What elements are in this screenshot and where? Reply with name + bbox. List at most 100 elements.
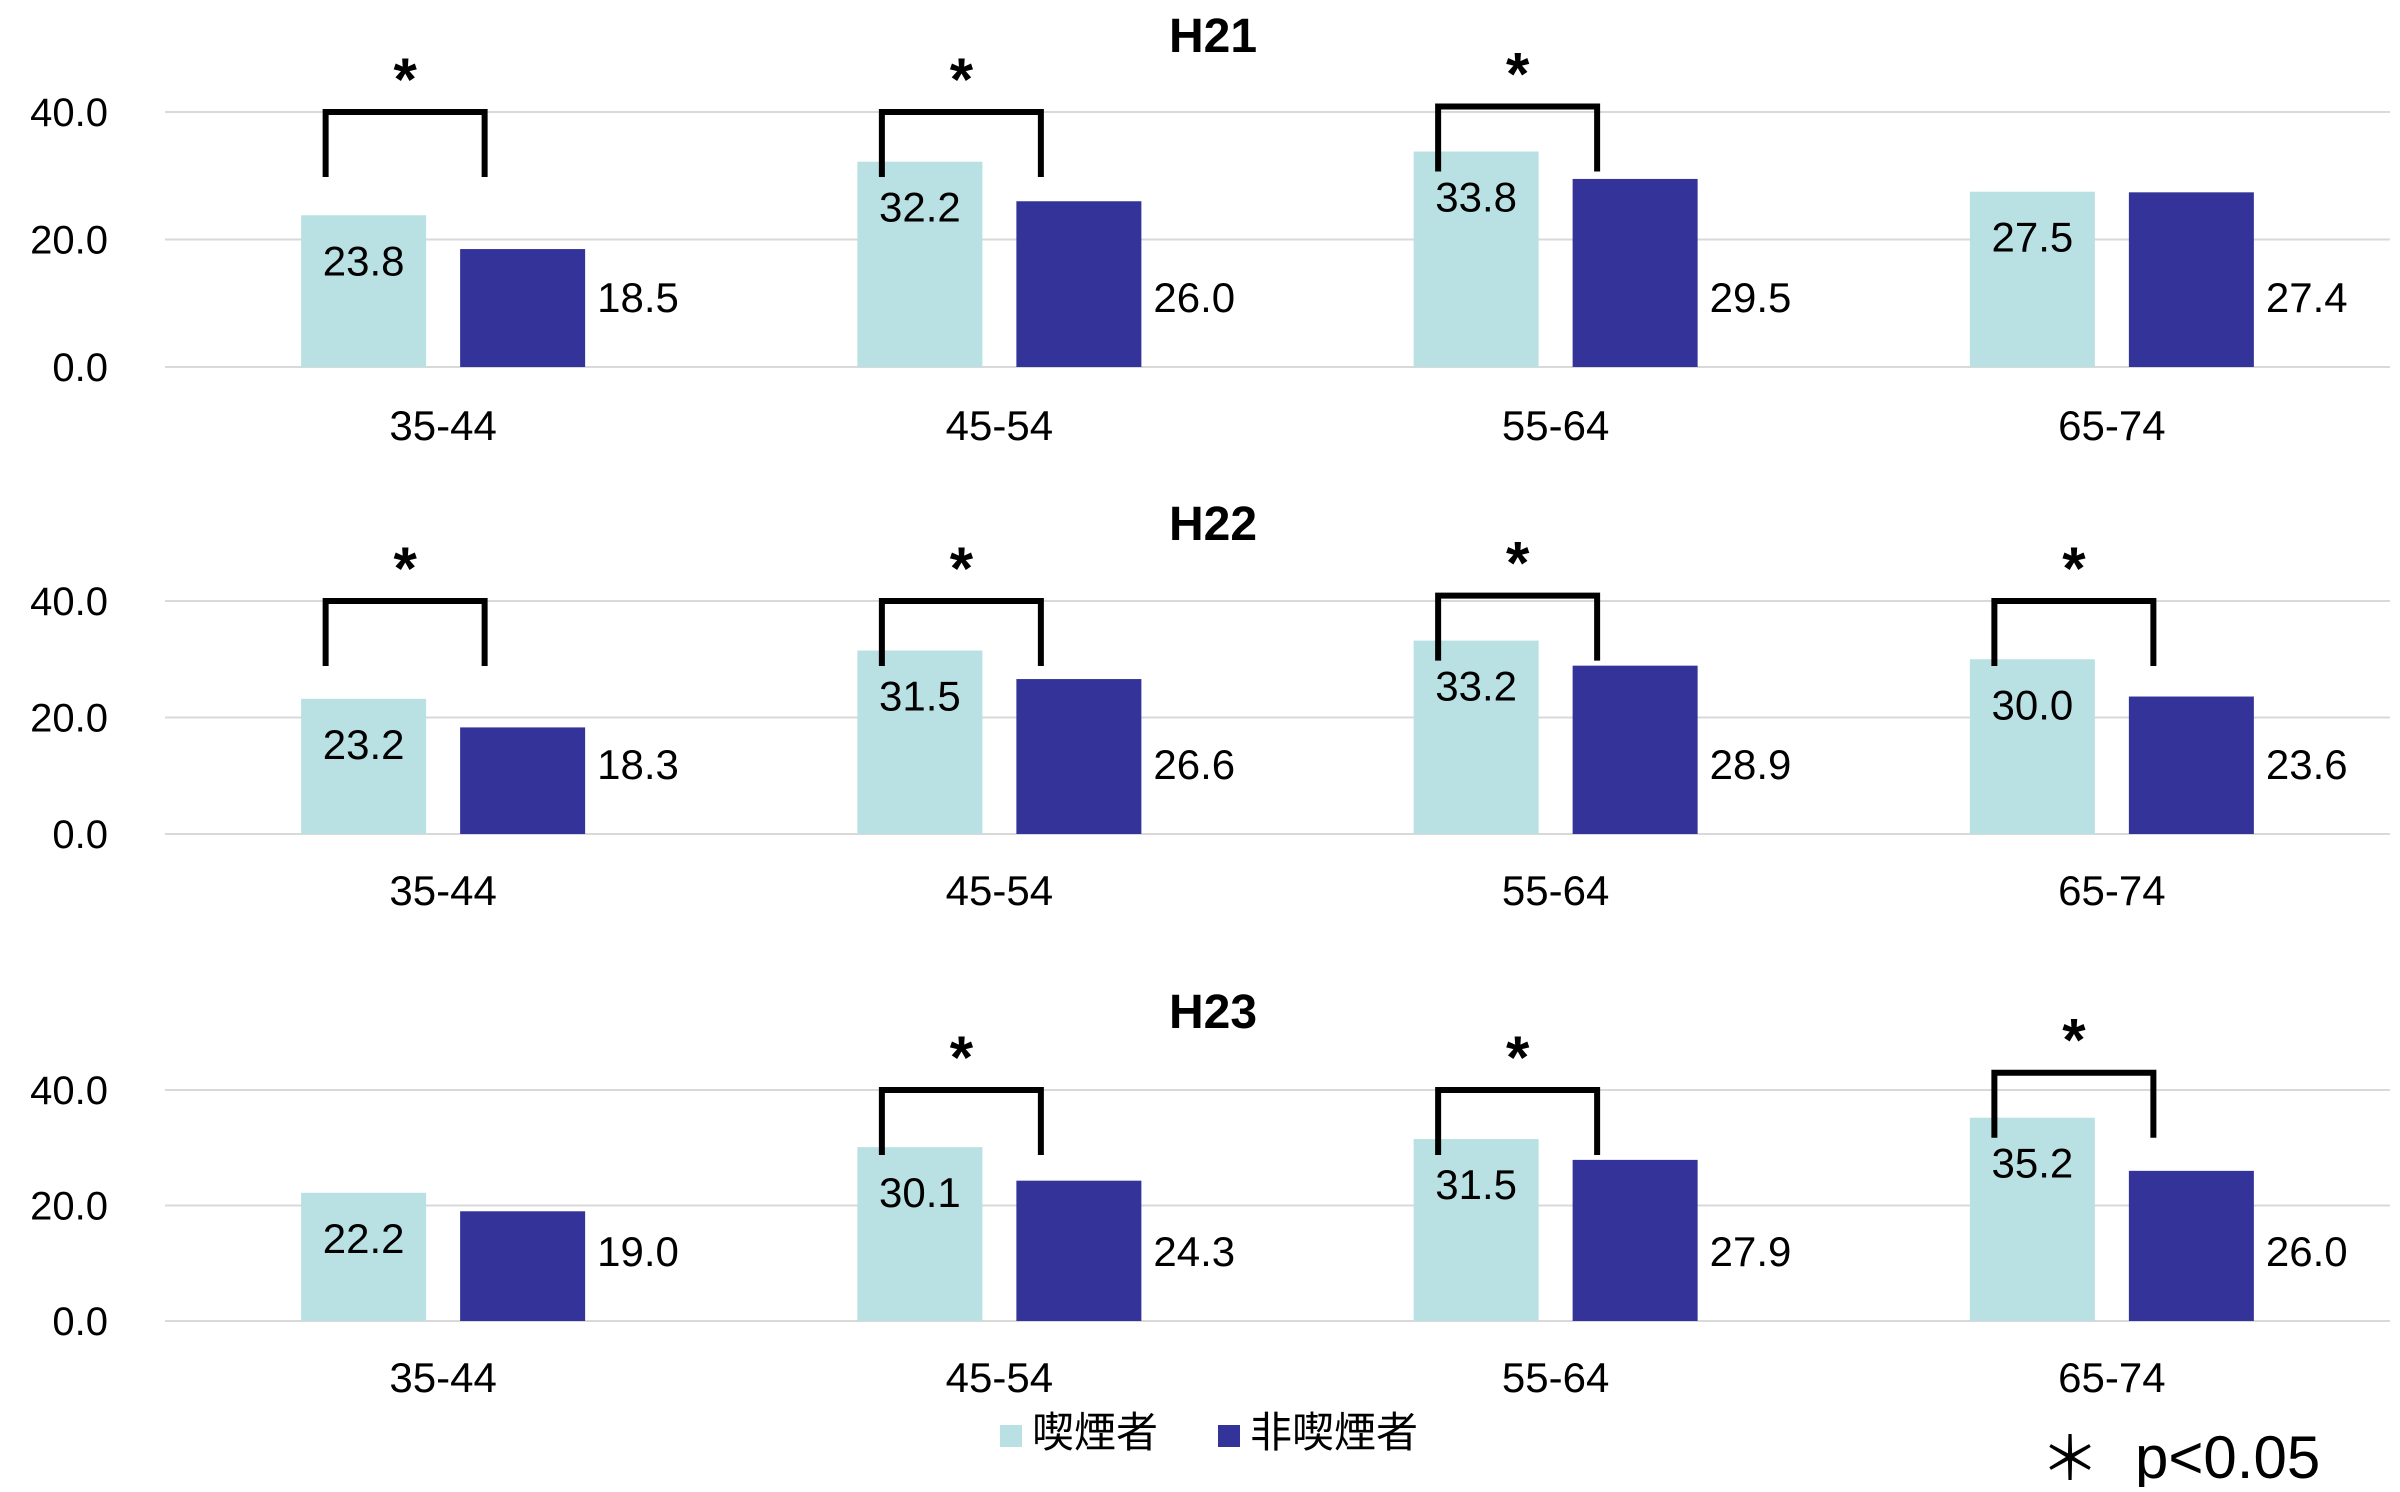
significance-bracket	[1991, 598, 2157, 666]
y-tick-label: 0.0	[52, 813, 108, 857]
significance-bracket	[1991, 1069, 2157, 1138]
panel-title: H21	[1169, 10, 1257, 63]
legend-swatch-nonsmoker	[1218, 1425, 1240, 1447]
y-tick-label: 0.0	[52, 1300, 108, 1344]
bar-nonsmoker	[1016, 679, 1142, 834]
x-tick-label: 45-54	[946, 402, 1053, 449]
bar-nonsmoker	[1572, 178, 1698, 367]
panel-title: H22	[1169, 498, 1257, 551]
x-tick-label: 35-44	[389, 867, 496, 914]
data-label-nonsmoker: 26.6	[1153, 741, 1235, 788]
data-label-nonsmoker: 27.9	[1710, 1228, 1792, 1275]
significance-bracket	[878, 598, 1044, 666]
x-tick-label: 65-74	[2058, 1354, 2165, 1401]
legend-label-nonsmoker: 非喫煙者	[1250, 1409, 1418, 1456]
data-label-nonsmoker: 18.3	[597, 741, 679, 788]
data-label-smoker: 30.1	[879, 1169, 961, 1216]
bar-smoker	[301, 215, 427, 367]
bar-nonsmoker	[2128, 1170, 2254, 1321]
bar-nonsmoker	[2128, 696, 2254, 834]
bar-nonsmoker	[1016, 201, 1142, 367]
data-label-nonsmoker: 24.3	[1153, 1228, 1235, 1275]
bar-nonsmoker	[2128, 192, 2254, 367]
bar-nonsmoker	[1016, 1180, 1142, 1321]
bar-smoker	[1413, 640, 1539, 834]
bar-smoker	[1969, 191, 2095, 367]
x-tick-label: 45-54	[946, 867, 1053, 914]
significance-bracket	[878, 109, 1044, 177]
y-tick-label: 20.0	[30, 1185, 108, 1229]
significance-bracket	[322, 109, 488, 177]
x-tick-label: 55-64	[1502, 402, 1609, 449]
x-tick-label: 35-44	[389, 402, 496, 449]
bar-nonsmoker	[460, 727, 586, 834]
data-label-smoker: 31.5	[1435, 1161, 1517, 1208]
y-tick-label: 40.0	[30, 91, 108, 135]
significance-star: *	[950, 535, 974, 602]
data-label-nonsmoker: 27.4	[2266, 274, 2348, 321]
bar-smoker	[1413, 151, 1539, 367]
bar-smoker	[1413, 1139, 1539, 1321]
data-label-smoker: 33.8	[1435, 174, 1517, 221]
significance-bracket	[1435, 592, 1601, 661]
x-tick-label: 45-54	[946, 1354, 1053, 1401]
bar-smoker	[1969, 1117, 2095, 1321]
significance-star: *	[393, 535, 417, 602]
panel-title: H23	[1169, 986, 1257, 1039]
data-label-nonsmoker: 23.6	[2266, 741, 2348, 788]
bar-smoker	[1969, 659, 2095, 834]
x-tick-label: 55-64	[1502, 1354, 1609, 1401]
significance-star: *	[950, 1024, 974, 1091]
bar-nonsmoker	[1572, 665, 1698, 834]
data-label-smoker: 23.8	[323, 237, 405, 284]
significance-star: *	[1506, 1024, 1530, 1091]
significance-star: *	[1506, 530, 1530, 597]
data-label-smoker: 27.5	[1992, 214, 2074, 261]
data-label-smoker: 35.2	[1992, 1140, 2074, 1187]
significance-bracket	[1435, 1087, 1601, 1155]
y-tick-label: 20.0	[30, 697, 108, 741]
data-label-nonsmoker: 26.0	[2266, 1228, 2348, 1275]
bar-smoker	[301, 1192, 427, 1321]
bar-smoker	[301, 698, 427, 834]
significance-star: *	[950, 46, 974, 113]
x-tick-label: 65-74	[2058, 402, 2165, 449]
data-label-nonsmoker: 18.5	[597, 274, 679, 321]
y-tick-label: 40.0	[30, 1069, 108, 1113]
data-label-smoker: 31.5	[879, 673, 961, 720]
significance-star: *	[1506, 41, 1530, 108]
significance-star: *	[2062, 1007, 2086, 1074]
significance-bracket	[1435, 103, 1601, 172]
x-tick-label: 35-44	[389, 1354, 496, 1401]
legend-label-smoker: 喫煙者	[1032, 1409, 1158, 1456]
y-tick-label: 0.0	[52, 346, 108, 390]
x-tick-label: 55-64	[1502, 867, 1609, 914]
footnote-star: ＊	[2040, 1426, 2100, 1487]
y-tick-label: 40.0	[30, 580, 108, 624]
data-label-nonsmoker: 26.0	[1153, 274, 1235, 321]
significance-star: *	[2062, 535, 2086, 602]
bar-smoker	[857, 161, 983, 367]
data-label-nonsmoker: 28.9	[1710, 741, 1792, 788]
data-label-nonsmoker: 29.5	[1710, 274, 1792, 321]
y-tick-label: 20.0	[30, 219, 108, 263]
bar-smoker	[857, 1147, 983, 1321]
bar-nonsmoker	[1572, 1159, 1698, 1321]
significance-bracket	[878, 1087, 1044, 1155]
bar-nonsmoker	[460, 1211, 586, 1321]
bar-nonsmoker	[460, 249, 586, 367]
x-tick-label: 65-74	[2058, 867, 2165, 914]
significance-star: *	[393, 46, 417, 113]
data-label-smoker: 32.2	[879, 184, 961, 231]
data-label-smoker: 33.2	[1435, 663, 1517, 710]
data-label-smoker: 30.0	[1992, 681, 2074, 728]
significance-bracket	[322, 598, 488, 666]
legend-swatch-smoker	[1000, 1425, 1022, 1447]
data-label-nonsmoker: 19.0	[597, 1228, 679, 1275]
bar-smoker	[857, 650, 983, 834]
data-label-smoker: 22.2	[323, 1215, 405, 1262]
footnote-text: p<0.05	[2135, 1424, 2320, 1487]
data-label-smoker: 23.2	[323, 721, 405, 768]
